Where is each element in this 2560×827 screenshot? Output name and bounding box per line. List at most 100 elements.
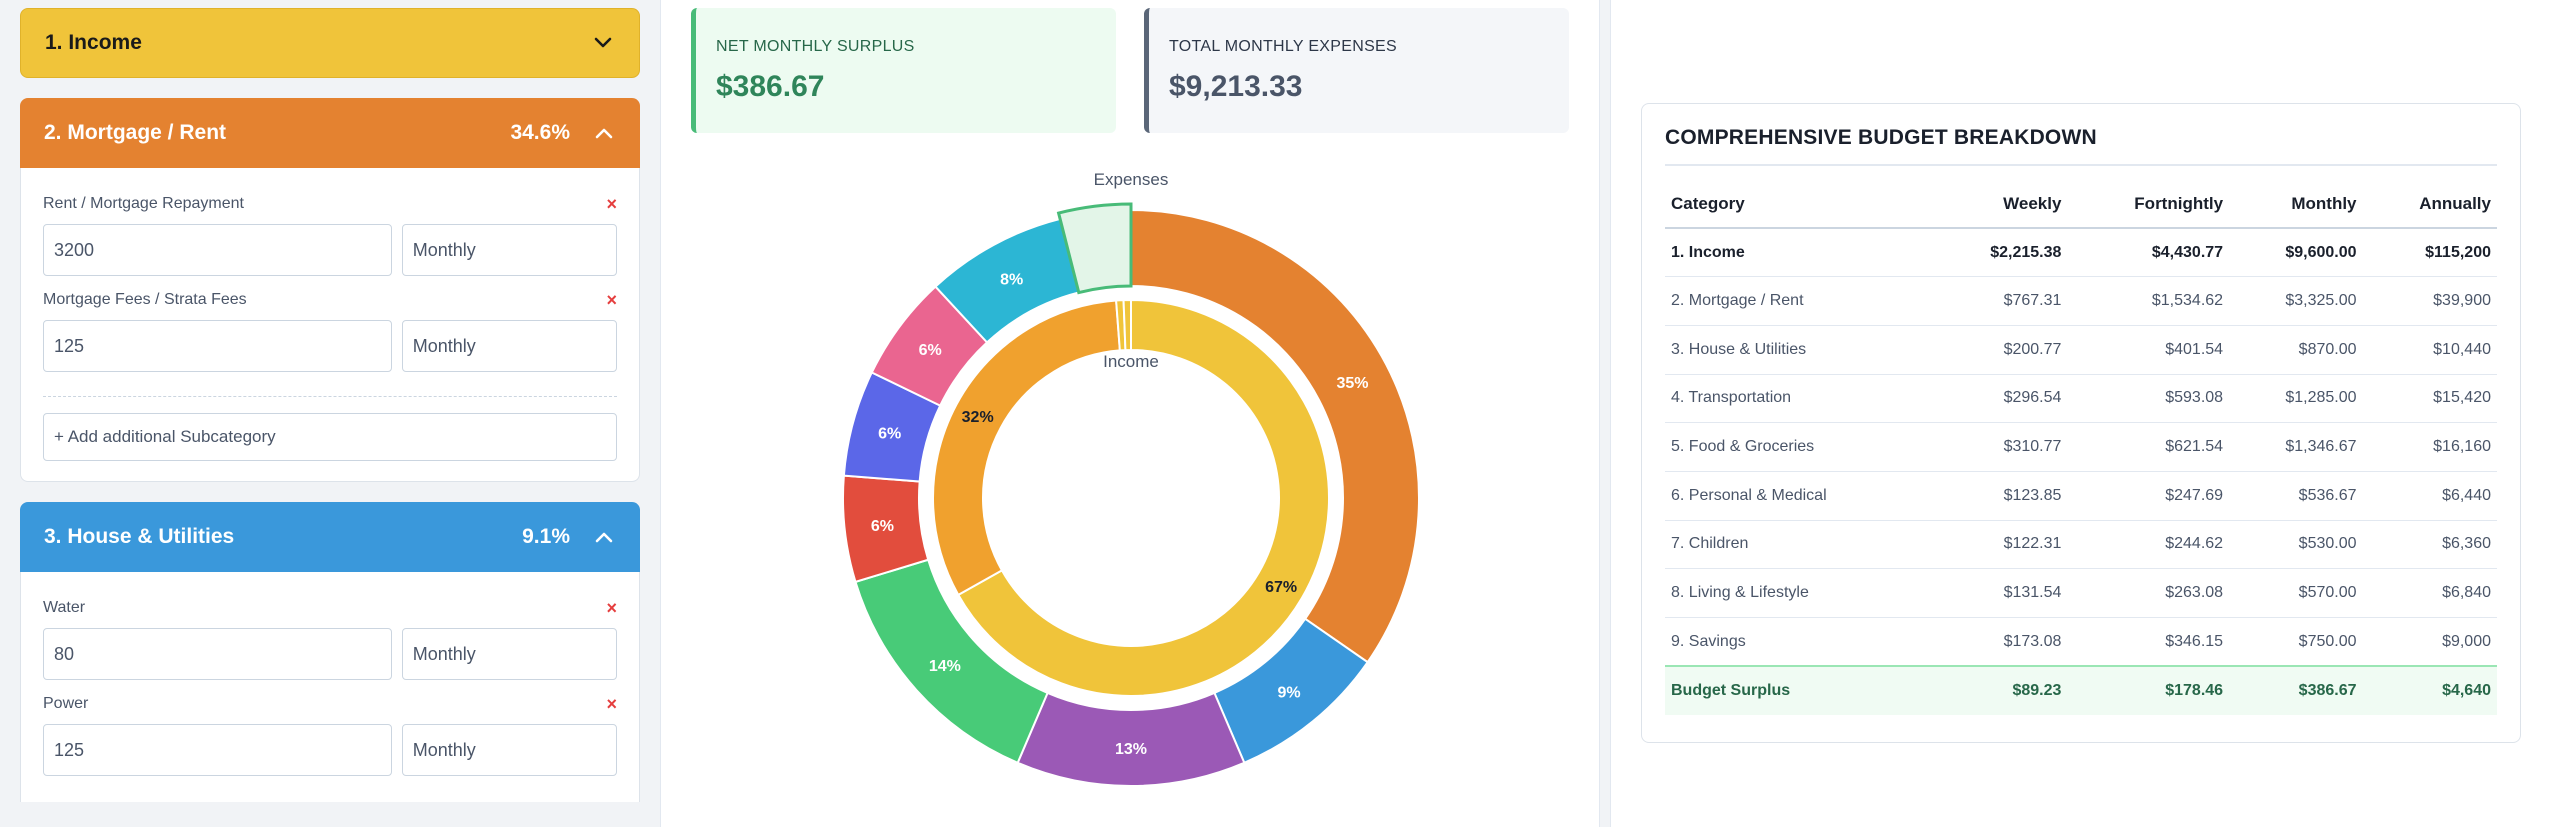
table-cell: $131.54 [1933, 568, 2068, 618]
table-cell: Budget Surplus [1665, 665, 1934, 715]
frequency-select[interactable]: Monthly [401, 224, 617, 276]
accordion-house-percent: 9.1% [522, 525, 570, 548]
table-cell: 7. Children [1665, 520, 1934, 570]
accordion-income-title: 1. Income [45, 31, 142, 54]
breakdown-table: Category Weekly Fortnightly Monthly Annu… [1665, 180, 2497, 715]
table-cell: $9,000 [2362, 617, 2497, 667]
amount-input[interactable]: 125 [43, 320, 392, 372]
table-row: 4. Transportation $296.54 $593.08 $1,285.00… [1665, 374, 2497, 424]
table-cell: $10,440 [2362, 325, 2497, 375]
table-cell: 4. Transportation [1665, 374, 1934, 424]
outer-slice-8[interactable] [1056, 202, 1133, 295]
table-row: 8. Living & Lifestyle $131.54 $263.08 $570.… [1665, 568, 2497, 618]
table-cell: $536.67 [2229, 471, 2363, 521]
table-cell: $6,360 [2362, 520, 2497, 570]
remove-icon[interactable]: × [606, 289, 617, 310]
table-cell: $296.54 [1933, 374, 2068, 424]
add-subcategory-button[interactable]: + Add additional Subcategory [43, 413, 617, 461]
table-cell: $247.69 [2067, 471, 2230, 521]
total-expenses-card: TOTAL MONTHLY EXPENSES $9,213.33 [1144, 8, 1569, 133]
net-surplus-value: $386.67 [716, 70, 825, 103]
budget-donut-chart: 35% 9% 13% 14% 6% 6% 6% 8% 67% 32% Expenses Income [661, 140, 1601, 827]
table-row: 5. Food & Groceries $310.77 $621.54 $1,346.… [1665, 422, 2497, 472]
table-cell: $401.54 [2067, 325, 2230, 375]
outer-slice-0[interactable] [1130, 208, 1420, 664]
table-cell: 8. Living & Lifestyle [1665, 568, 1934, 618]
frequency-select[interactable]: Monthly [401, 628, 617, 680]
inner-slice-label-0: 67% [1265, 579, 1297, 596]
net-surplus-label: NET MONTHLY SURPLUS [716, 38, 915, 55]
chevron-up-icon [595, 128, 613, 139]
table-cell: $386.67 [2229, 665, 2363, 715]
accordion-mortgage-title: 2. Mortgage / Rent [44, 121, 227, 144]
table-cell: $346.15 [2067, 617, 2230, 667]
table-cell: $1,285.00 [2229, 374, 2363, 424]
table-cell: $1,534.62 [2067, 276, 2230, 326]
table-cell: $593.08 [2067, 374, 2230, 424]
table-cell: $16,160 [2362, 422, 2497, 472]
accordion-house: 3. House & Utilities 9.1% Water × 80 Mon… [20, 502, 640, 802]
inner-slice-label-1: 32% [962, 409, 994, 426]
amount-input[interactable]: 3200 [43, 224, 392, 276]
amount-input[interactable]: 125 [43, 724, 392, 776]
remove-icon[interactable]: × [606, 597, 617, 618]
amount-input[interactable]: 80 [43, 628, 392, 680]
outer-ring-label: Expenses [1094, 170, 1169, 189]
accordion-mortgage-header[interactable]: 2. Mortgage / Rent 34.6% [20, 98, 640, 168]
remove-icon[interactable]: × [606, 193, 617, 214]
accordion-house-title: 3. House & Utilities [44, 525, 235, 548]
col-header-monthly: Monthly [2229, 180, 2363, 229]
table-cell: 6. Personal & Medical [1665, 471, 1934, 521]
table-cell: $570.00 [2229, 568, 2363, 618]
subcategory-row: Water × [43, 594, 617, 622]
remove-icon[interactable]: × [606, 693, 617, 714]
outer-slice-label-0: 35% [1336, 375, 1368, 392]
table-cell: $89.23 [1933, 665, 2068, 715]
col-header-weekly: Weekly [1933, 180, 2068, 229]
subcategory-label: Water [43, 599, 86, 616]
outer-slice-label-7: 8% [1000, 271, 1023, 288]
table-cell: $123.85 [1933, 471, 2068, 521]
table-cell: $310.77 [1933, 422, 2068, 472]
table-row: 2. Mortgage / Rent $767.31 $1,534.62 $3,325… [1665, 276, 2497, 326]
col-header-annually: Annually [2362, 180, 2497, 229]
frequency-select[interactable]: Monthly [401, 320, 617, 372]
table-row: 6. Personal & Medical $123.85 $247.69 $536.… [1665, 471, 2497, 521]
subcategory-row: Power × [43, 690, 617, 718]
outer-slice-label-2: 13% [1115, 741, 1147, 758]
col-header-fortnightly: Fortnightly [2067, 180, 2230, 229]
table-cell: 5. Food & Groceries [1665, 422, 1934, 472]
accordion-house-body: Water × 80 Monthly Power × 125 Monthly [20, 572, 640, 802]
col-header-category: Category [1665, 180, 1934, 229]
table-cell: $178.46 [2067, 665, 2230, 715]
donut-chart-svg: 35% 9% 13% 14% 6% 6% 6% 8% 67% 32% Expenses Income [842, 170, 1420, 787]
accordion-income-header[interactable]: 1. Income [20, 8, 640, 78]
table-cell: $3,325.00 [2229, 276, 2363, 326]
table-cell: $244.62 [2067, 520, 2230, 570]
inner-slice-3[interactable] [1122, 298, 1132, 352]
table-cell: $530.00 [2229, 520, 2363, 570]
table-cell: $2,215.38 [1933, 228, 2068, 278]
accordion-mortgage-body: Rent / Mortgage Repayment × 3200 Monthly… [20, 168, 640, 482]
table-cell: $750.00 [2229, 617, 2363, 667]
accordion-house-header[interactable]: 3. House & Utilities 9.1% [20, 502, 640, 572]
subcategory-row: Mortgage Fees / Strata Fees × [43, 286, 617, 314]
outer-slice-label-5: 6% [878, 426, 901, 443]
table-cell: $6,440 [2362, 471, 2497, 521]
table-cell: $1,346.67 [2229, 422, 2363, 472]
table-cell: $39,900 [2362, 276, 2497, 326]
table-row: 7. Children $122.31 $244.62 $530.00 $6,360 [1665, 520, 2497, 570]
table-cell: $4,430.77 [2067, 228, 2230, 278]
table-cell: $9,600.00 [2229, 228, 2363, 278]
inner-slice-0[interactable] [956, 298, 1330, 697]
frequency-select[interactable]: Monthly [401, 724, 617, 776]
outer-slice-label-6: 6% [919, 342, 942, 359]
table-cell: $122.31 [1933, 520, 2068, 570]
accordion-mortgage-percent: 34.6% [510, 121, 570, 144]
outer-slice-label-1: 9% [1277, 685, 1300, 702]
outer-slice-2[interactable] [1016, 691, 1246, 787]
table-cell: $621.54 [2067, 422, 2230, 472]
table-cell: $200.77 [1933, 325, 2068, 375]
table-cell: $767.31 [1933, 276, 2068, 326]
subcategory-label: Power [43, 695, 89, 712]
